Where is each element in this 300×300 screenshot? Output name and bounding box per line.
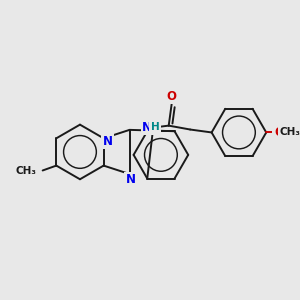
Text: N: N <box>103 135 112 148</box>
Text: O: O <box>167 90 177 103</box>
Text: H: H <box>151 122 159 132</box>
Text: CH₃: CH₃ <box>16 167 37 176</box>
Text: N: N <box>126 173 136 186</box>
Text: CH₃: CH₃ <box>279 128 300 137</box>
Text: N: N <box>142 121 152 134</box>
Text: O: O <box>274 126 284 139</box>
